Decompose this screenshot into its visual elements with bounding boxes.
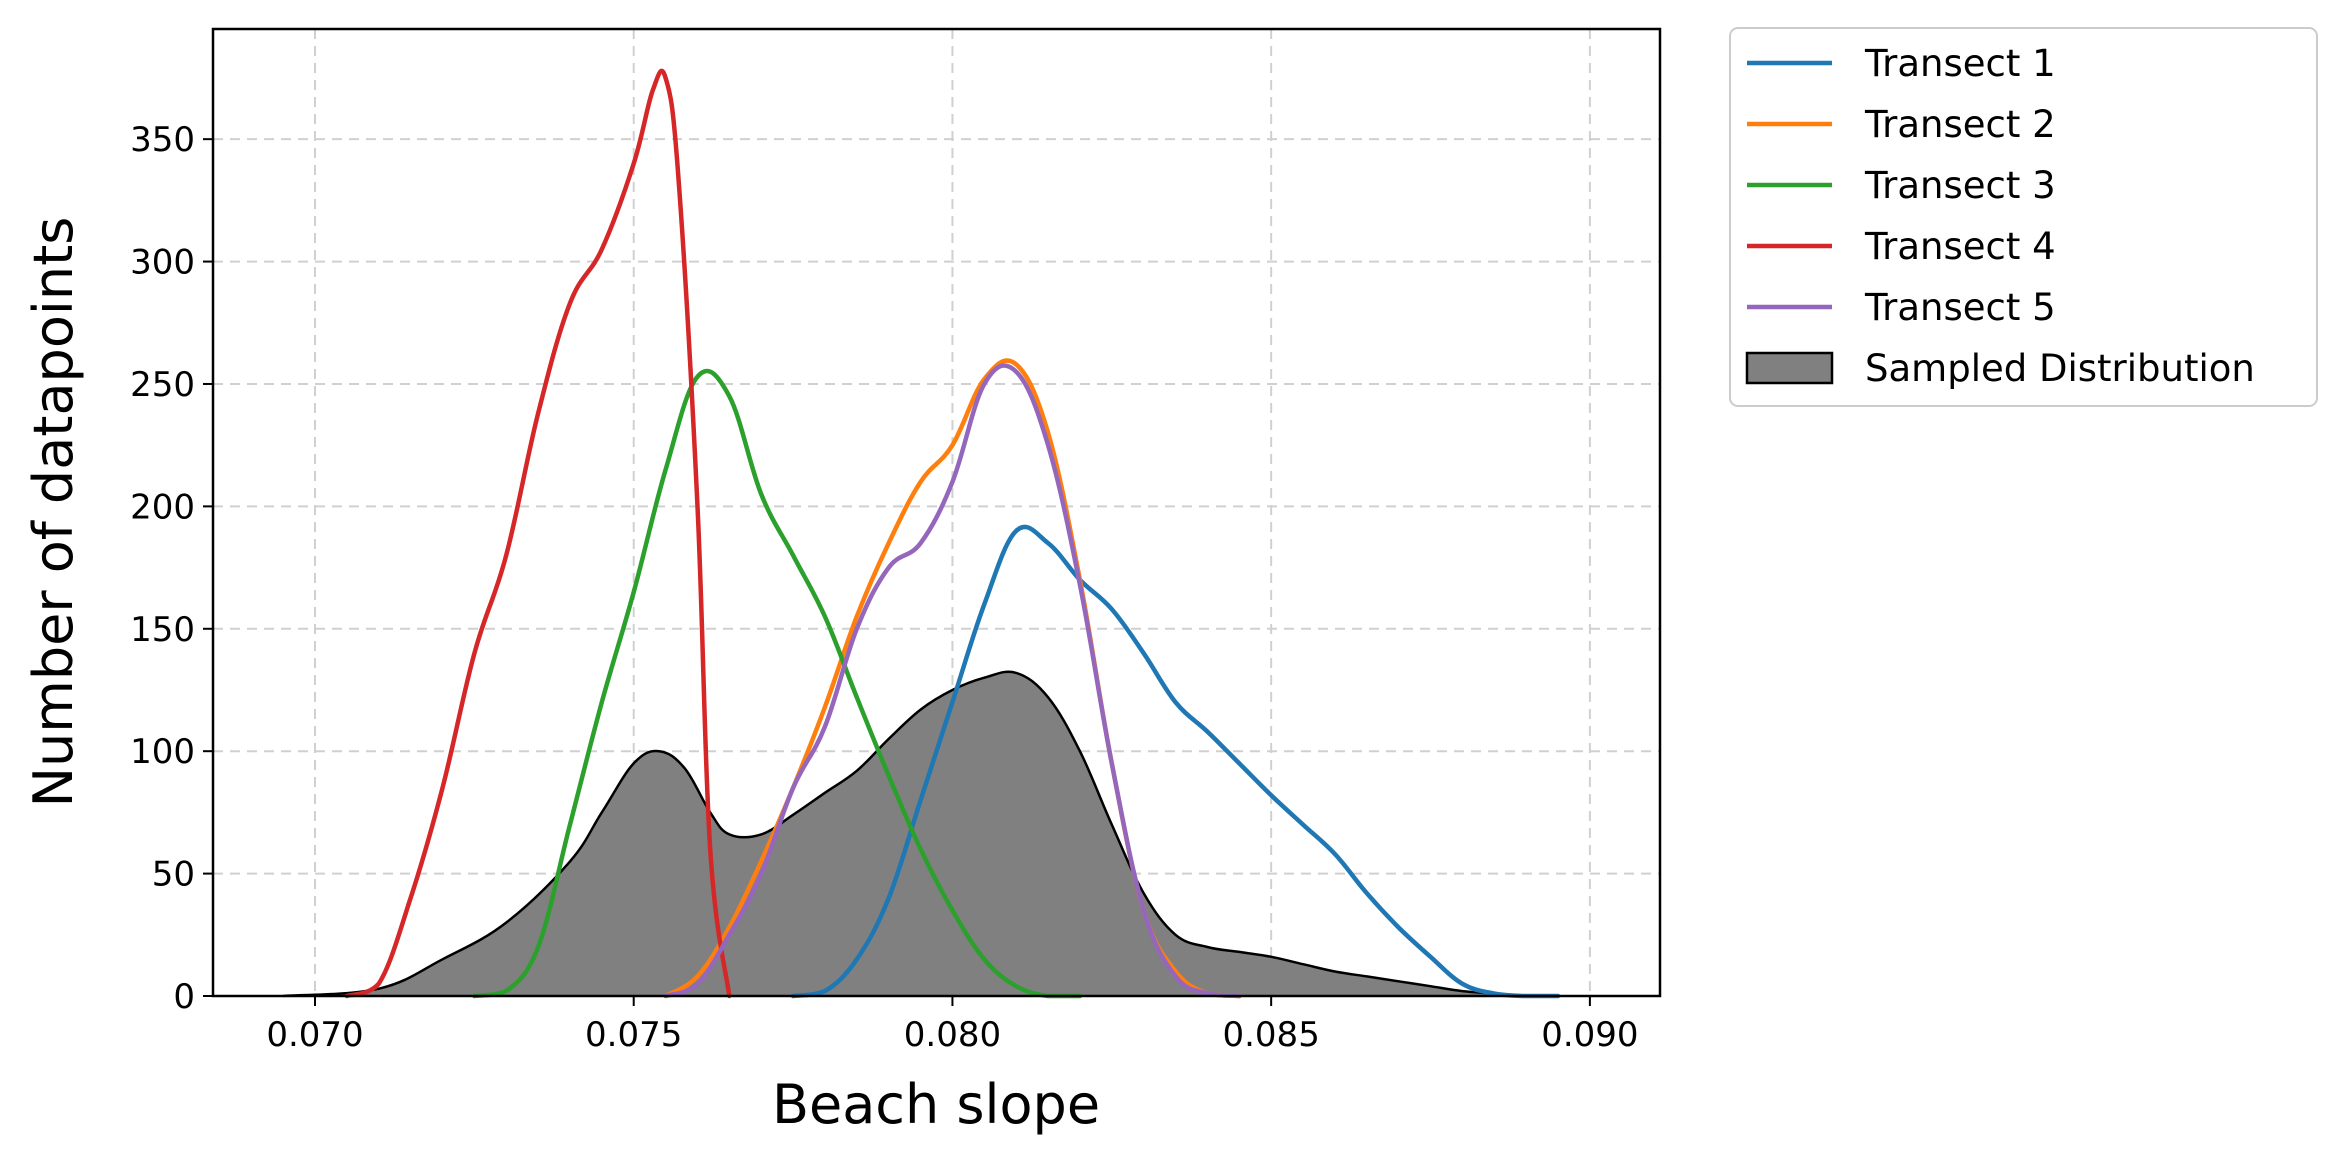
y-tick-label: 150 [130, 610, 195, 650]
x-tick-label: 0.075 [585, 1015, 682, 1055]
y-axis-ticks: 0 50 100 150 200 250 300 350 [130, 120, 213, 1017]
x-tick-label: 0.085 [1222, 1015, 1319, 1055]
legend: Transect 1 Transect 2 Transect 3 Transect 4… [1729, 27, 2318, 407]
y-tick-label: 0 [173, 977, 195, 1017]
y-tick-label: 300 [130, 243, 195, 283]
legend-label: Transect 4 [1864, 225, 2056, 268]
plot-frame [211, 27, 1662, 998]
sampled-distribution-area [283, 670, 1527, 998]
x-axis-ticks: 0.070 0.075 0.080 0.085 0.090 [266, 996, 1639, 1055]
legend-label: Transect 5 [1864, 286, 2056, 329]
x-tick-label: 0.080 [904, 1015, 1001, 1055]
legend-frame [1729, 27, 2318, 407]
legend-label: Transect 2 [1864, 103, 2056, 146]
x-axis-title: Beach slope [772, 1073, 1100, 1136]
series-line-transect-3 [472, 368, 1083, 999]
series-lines [344, 68, 1561, 999]
y-tick-label: 100 [130, 732, 195, 772]
y-axis-title: Number of datapoints [22, 217, 85, 808]
x-tick-label: 0.070 [266, 1015, 363, 1055]
y-tick-label: 250 [130, 365, 195, 405]
series-line-transect-5 [663, 363, 1242, 999]
y-tick-label: 200 [130, 487, 195, 527]
legend-label: Sampled Distribution [1865, 347, 2255, 390]
y-tick-label: 350 [130, 120, 195, 160]
sampled-distribution-outline [283, 670, 1527, 998]
y-tick-label: 50 [152, 855, 195, 895]
legend-swatch [1745, 351, 1834, 385]
sampled-distribution-fill [283, 671, 1527, 996]
x-tick-label: 0.090 [1541, 1015, 1638, 1055]
series-line-transect-4 [344, 68, 732, 999]
series-line-transect-1 [790, 524, 1561, 999]
legend-label: Transect 3 [1864, 164, 2056, 207]
legend-label: Transect 1 [1864, 42, 2056, 85]
